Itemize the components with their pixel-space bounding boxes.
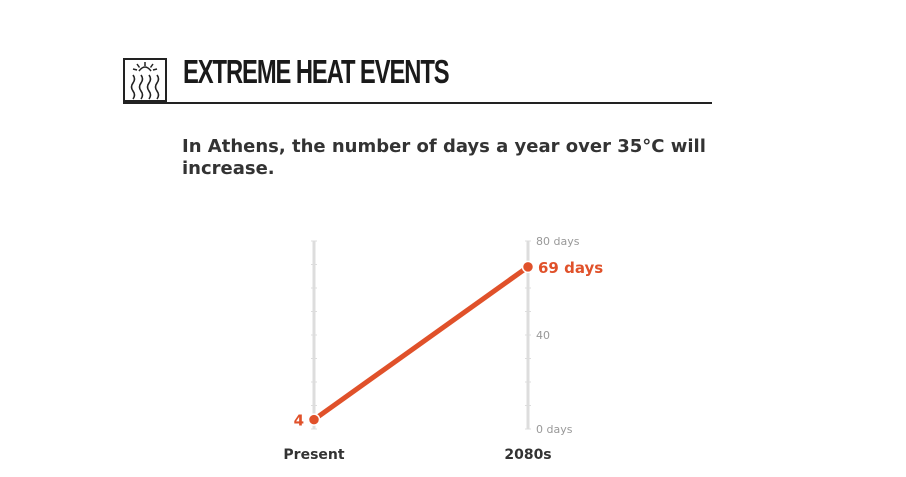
- data-point-2080s: [521, 260, 535, 274]
- y-tick-label: 0 days: [536, 423, 573, 436]
- section-title: EXTREME HEAT EVENTS: [183, 53, 450, 90]
- x-category-label: 2080s: [504, 447, 551, 463]
- x-category-label: Present: [283, 447, 344, 463]
- data-point-present: [307, 413, 321, 426]
- data-label-2080s: 69 days: [538, 259, 603, 277]
- y-tick-label: 40: [536, 329, 550, 342]
- series-line: [311, 264, 531, 423]
- heat-waves-icon: [123, 58, 167, 102]
- chart-subtitle: In Athens, the number of days a year ove…: [182, 136, 706, 179]
- section-header: EXTREME HEAT EVENTS: [123, 52, 712, 104]
- y-tick-label: 80 days: [536, 235, 580, 248]
- data-label-present: 4: [294, 412, 304, 430]
